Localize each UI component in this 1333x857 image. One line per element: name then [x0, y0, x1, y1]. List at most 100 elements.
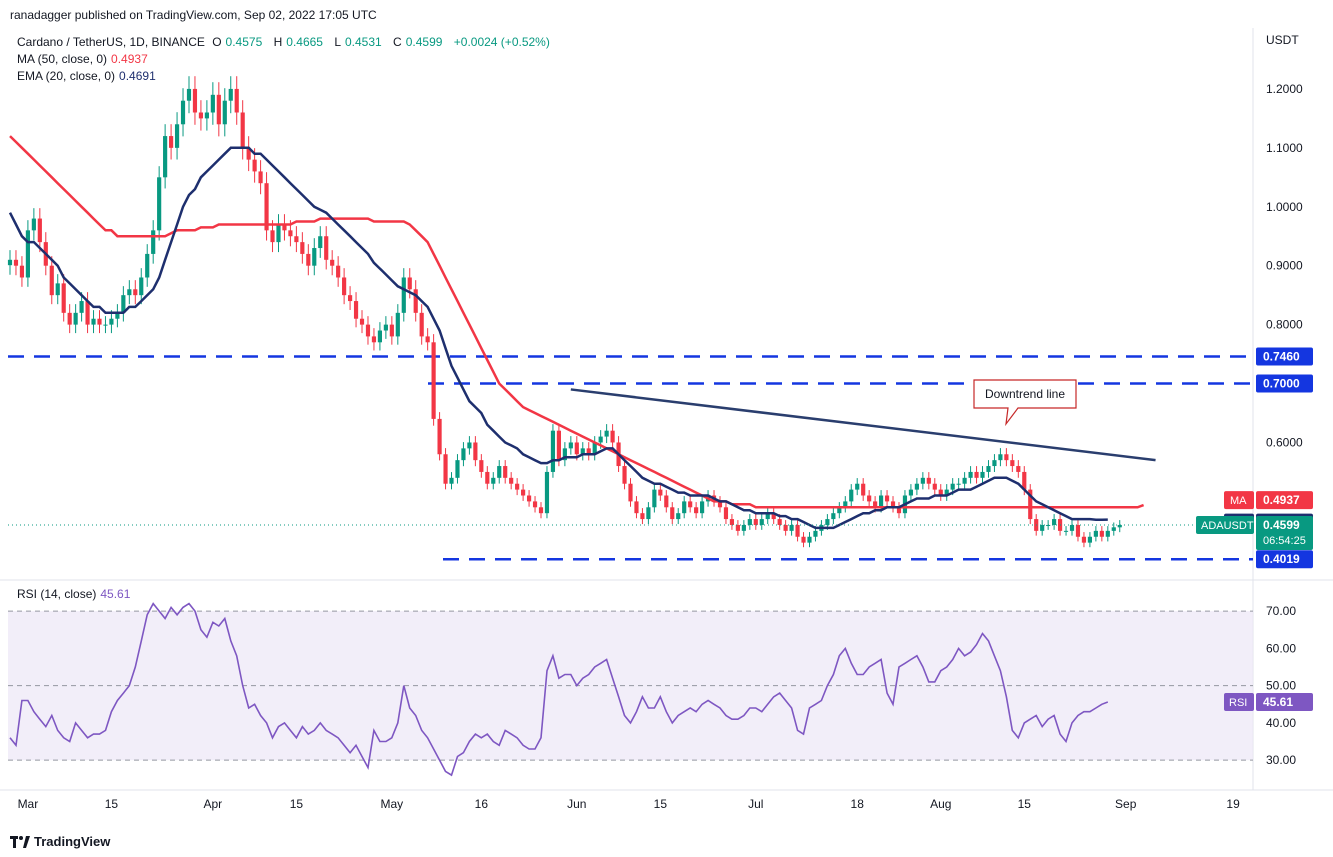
candle-body [831, 513, 836, 520]
candle-body [1087, 536, 1092, 543]
candle-body [658, 489, 663, 496]
candle-body [192, 88, 198, 113]
candle-body [1010, 460, 1015, 467]
rsi-legend-value: 45.61 [100, 587, 131, 601]
symbol-name[interactable]: Cardano / TetherUS, 1D, BINANCE [17, 35, 205, 49]
candle-body [19, 265, 25, 278]
candle-body [485, 471, 490, 484]
candle-body [180, 100, 186, 125]
candle-body [347, 295, 353, 302]
candle-body [395, 312, 400, 337]
candle-body [861, 483, 866, 496]
rsi-tick-label-1: 40.00 [1266, 716, 1296, 730]
ma-legend-value: 0.4937 [111, 52, 148, 66]
candle-body [288, 230, 293, 237]
candle-body [986, 466, 991, 472]
tradingview-logo-icon [10, 835, 30, 848]
symbol-legend: Cardano / TetherUS, 1D, BINANCE O 0.4575 … [17, 35, 554, 49]
ohlc-high: H 0.4665 [273, 35, 323, 49]
time-tick-label-5: 16 [475, 797, 489, 811]
candle-body [127, 289, 132, 296]
ohlc-low: L 0.4531 [334, 35, 382, 49]
candle-body [133, 289, 138, 296]
candle-body [139, 277, 144, 296]
candle-body [789, 524, 794, 531]
candle-body [174, 124, 180, 148]
candle-body [1075, 524, 1081, 537]
candle-body [956, 483, 961, 485]
candle-body [163, 136, 168, 178]
price-label-value-ma: 0.4937 [1263, 493, 1300, 507]
horizontal-level-badge-1 [1256, 374, 1313, 393]
ema-legend[interactable]: EMA (20, close, 0) 0.4691 [17, 69, 160, 83]
candle-body [121, 295, 126, 313]
candle-body [324, 236, 329, 260]
candle-body [318, 236, 323, 249]
candle-body [222, 100, 227, 125]
candle-body [628, 483, 633, 502]
candle-body [843, 501, 848, 508]
candle-body [664, 495, 669, 508]
time-tick-label-0: Mar [18, 797, 39, 811]
candle-body [729, 519, 735, 525]
time-tick-label-2: Apr [204, 797, 223, 811]
candle-body [634, 501, 639, 514]
candle-body [855, 483, 860, 490]
candle-body [431, 342, 436, 419]
candle-body [741, 524, 746, 531]
candle-body [717, 501, 723, 508]
candle-body [980, 471, 985, 478]
candle-body [443, 454, 448, 484]
tradingview-footer[interactable]: TradingView [10, 834, 110, 849]
candle-body [968, 471, 973, 478]
price-label-badge [1256, 516, 1313, 551]
candle-body [103, 324, 108, 326]
candle-body [353, 301, 359, 319]
candle-body [276, 224, 281, 243]
candle-body [198, 112, 204, 119]
candle-body [849, 489, 854, 502]
candle-body [682, 501, 687, 514]
time-tick-label-9: 18 [851, 797, 865, 811]
horizontal-level-badge-2 [1256, 550, 1313, 569]
candle-body [365, 324, 371, 337]
candle-body [55, 283, 60, 296]
candle-body [31, 218, 36, 231]
candle-body [890, 501, 896, 508]
ema-20-line [8, 146, 1108, 530]
candle-body [437, 418, 442, 455]
candle-body [67, 312, 72, 325]
candle-body [294, 236, 299, 243]
candle-body [640, 513, 645, 520]
candle-body [342, 277, 347, 296]
candle-body [401, 277, 406, 313]
rsi-tick-label-4: 70.00 [1266, 604, 1296, 618]
candle-body [1093, 530, 1098, 537]
candle-body [246, 147, 251, 160]
time-tick-label-7: 15 [654, 797, 668, 811]
ema-legend-value: 0.4691 [119, 69, 156, 83]
candle-body [521, 489, 526, 496]
price-label-name-ma: MA [1230, 495, 1247, 507]
candle-body [771, 513, 776, 520]
ma-legend[interactable]: MA (50, close, 0) 0.4937 [17, 52, 152, 66]
candle-body [747, 519, 752, 525]
ohlc-open: O 0.4575 [212, 35, 263, 49]
rsi-tick-label-3: 60.00 [1266, 641, 1296, 655]
candle-body [765, 513, 770, 520]
candle-body [312, 248, 317, 266]
candle-body [306, 253, 311, 266]
ma-50-line [9, 135, 1145, 509]
candle-body [491, 477, 496, 484]
price-label-name-badge-ma [1224, 491, 1254, 510]
rsi-legend[interactable]: RSI (14, close) 45.61 [17, 587, 134, 601]
candle-body [1069, 524, 1075, 531]
candle-body [467, 442, 472, 449]
rsi-value-badge [1256, 692, 1313, 711]
candle-body [592, 442, 597, 455]
published-text: ranadagger published on TradingView.com,… [10, 8, 377, 22]
candle-body [145, 253, 150, 278]
candle-body [759, 519, 764, 525]
candle-body [598, 436, 603, 443]
